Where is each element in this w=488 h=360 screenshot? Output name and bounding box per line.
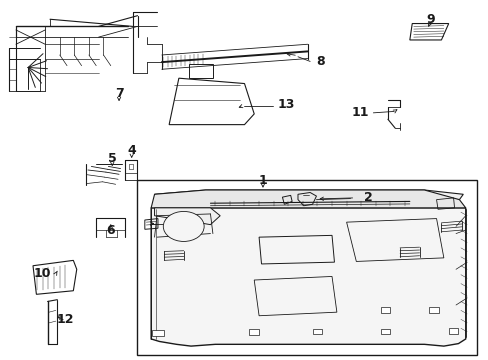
Text: 7: 7 (115, 87, 123, 100)
Text: 12: 12 (57, 313, 74, 326)
Text: 1: 1 (258, 174, 267, 186)
Text: 4: 4 (127, 144, 136, 157)
Bar (136, 180, 476, 355)
Text: 6: 6 (106, 224, 115, 237)
Text: 8: 8 (316, 55, 325, 68)
Circle shape (163, 211, 203, 242)
Polygon shape (154, 208, 220, 225)
Text: 13: 13 (277, 98, 294, 111)
Bar (380, 329, 389, 334)
Text: 3: 3 (170, 216, 179, 229)
Text: 9: 9 (425, 13, 434, 26)
Bar (448, 328, 458, 334)
Polygon shape (154, 190, 462, 200)
Bar (380, 307, 389, 312)
Bar (312, 329, 322, 334)
Polygon shape (151, 190, 465, 208)
Bar (152, 330, 164, 337)
Bar (428, 307, 438, 312)
Text: 5: 5 (108, 152, 116, 165)
Polygon shape (151, 208, 465, 346)
Text: 11: 11 (351, 105, 368, 119)
Text: 10: 10 (33, 267, 51, 280)
Bar (249, 329, 259, 335)
Text: 2: 2 (364, 191, 372, 204)
